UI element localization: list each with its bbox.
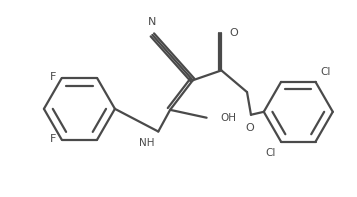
Text: Cl: Cl: [266, 148, 276, 158]
Text: O: O: [246, 123, 254, 133]
Text: OH: OH: [220, 113, 236, 123]
Text: Cl: Cl: [321, 67, 331, 77]
Text: F: F: [49, 134, 56, 144]
Text: F: F: [49, 72, 56, 82]
Text: NH: NH: [139, 138, 154, 148]
Text: N: N: [148, 17, 157, 27]
Text: O: O: [229, 28, 238, 38]
